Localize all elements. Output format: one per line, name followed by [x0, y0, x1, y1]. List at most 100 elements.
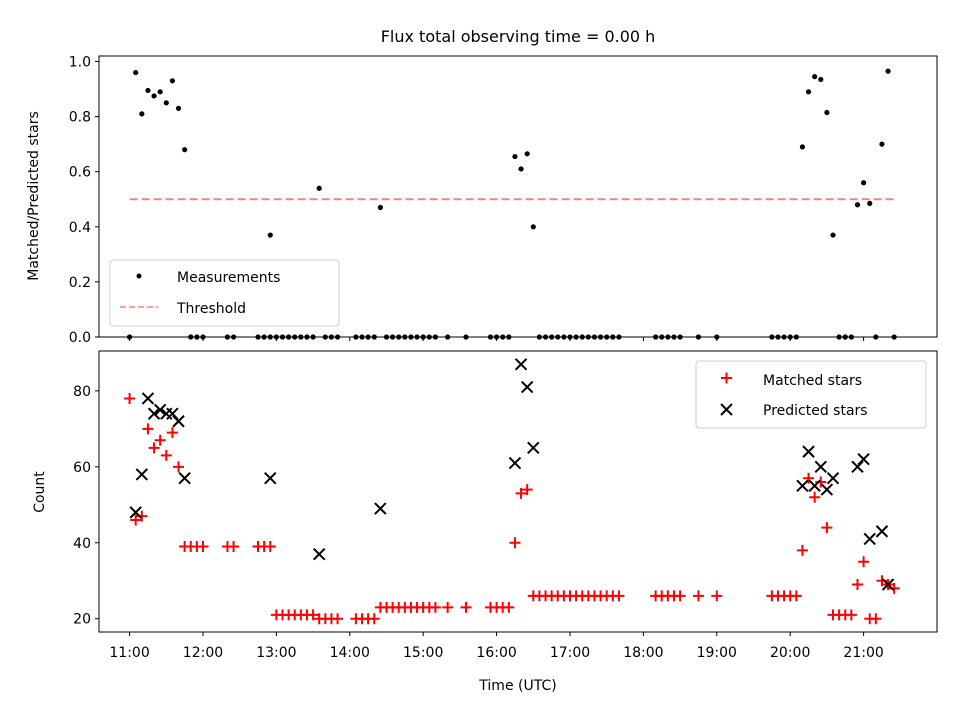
legend-predicted-label: Predicted stars — [763, 403, 868, 419]
predicted-star-point — [264, 472, 277, 485]
measurement-point — [133, 69, 139, 76]
measurement-point — [157, 89, 163, 95]
matched-star-point — [307, 609, 319, 621]
predicted-star-point — [178, 472, 191, 485]
chart-title: Flux total observing time = 0.00 h — [381, 27, 656, 46]
matched-star-point — [228, 541, 240, 553]
predicted-star-point — [147, 407, 161, 420]
predicted-star-point — [153, 403, 167, 417]
matched-star-point — [509, 537, 521, 549]
measurement-point — [518, 166, 524, 172]
measurement-point — [163, 100, 169, 106]
measurement-point — [169, 78, 176, 84]
predicted-star-point — [851, 460, 864, 474]
predicted-star-point — [826, 472, 840, 485]
measurement-point — [512, 153, 518, 160]
predicted-star-point — [808, 479, 821, 493]
bottom-y-tick-label: 80 — [73, 384, 91, 400]
x-tick-label: 14:00 — [330, 645, 370, 661]
matched-star-point — [858, 556, 870, 568]
matched-star-point — [368, 613, 380, 625]
top-panel: 0.0 0.2 0.4 0.6 0.8 1.0 Matched/Predicted sta… — [26, 55, 938, 346]
measurement-point — [182, 147, 188, 153]
measurement-point — [860, 180, 867, 186]
matched-star-point — [130, 514, 142, 526]
predicted-star-point — [863, 532, 876, 546]
top-y-tick-label: 0.8 — [69, 110, 91, 126]
matched-star-point — [503, 601, 515, 613]
measurement-point — [139, 111, 145, 117]
measurement-point — [812, 74, 818, 80]
matched-star-point — [154, 434, 166, 446]
predicted-star-point — [857, 453, 870, 466]
matched-star-point — [173, 461, 185, 473]
measurement-point — [824, 109, 830, 116]
top-legend: Measurements Threshold — [109, 259, 340, 327]
matched-star-point — [166, 427, 178, 439]
predicted-star-point — [508, 456, 522, 470]
bottom-legend: Matched stars Predicted stars — [695, 360, 927, 429]
predicted-star-point — [135, 468, 149, 481]
bottom-panel: 20 40 60 80 11:00 12:00 13:00 14:00 15:00 16:00 17… — [32, 350, 938, 694]
measurement-point — [151, 93, 157, 99]
top-y-tick-label: 0.2 — [69, 275, 91, 291]
predicted-star-point — [802, 445, 815, 458]
matched-star-point — [821, 522, 833, 534]
x-axis-label: Time (UTC) — [478, 678, 556, 694]
predicted-star-point — [820, 483, 834, 496]
x-tick-label: 15:00 — [403, 645, 443, 661]
bottom-legend-box — [695, 360, 927, 429]
matched-star-point — [803, 472, 815, 484]
measurement-point — [145, 87, 151, 94]
predicted-star-point — [881, 578, 895, 591]
matched-star-point — [521, 484, 533, 496]
legend-predicted-marker — [720, 403, 733, 416]
x-tick-label: 18:00 — [623, 645, 663, 661]
predicted-star-point — [374, 502, 387, 515]
matched-star-point — [809, 491, 821, 503]
legend-threshold-label: Threshold — [176, 301, 246, 317]
measurement-point — [530, 224, 536, 230]
matched-star-point — [851, 579, 863, 591]
matched-star-point — [613, 590, 625, 602]
predicted-star-point — [141, 392, 155, 405]
measurement-point — [830, 232, 836, 238]
measurement-point — [879, 141, 885, 147]
predicted-star-point — [172, 415, 185, 428]
matched-star-point — [442, 601, 454, 613]
predicted-star-point — [129, 506, 142, 519]
measurement-point — [854, 202, 861, 208]
matched-star-point — [148, 442, 160, 454]
matched-star-point — [332, 613, 344, 625]
matched-star-point — [197, 541, 209, 553]
matched-star-point — [815, 476, 827, 488]
measurement-point — [316, 185, 322, 191]
matched-star-point — [160, 449, 172, 461]
bottom-plot-frame — [98, 350, 938, 633]
top-plot-frame — [98, 55, 938, 338]
legend-measurements-label: Measurements — [177, 270, 280, 286]
matched-star-point — [845, 609, 857, 621]
measurement-point — [377, 204, 383, 211]
legend-matched-label: Matched stars — [763, 373, 862, 389]
top-y-axis-label: Matched/Predicted stars — [26, 111, 42, 281]
matched-star-point — [870, 613, 882, 625]
matched-star-point — [142, 423, 154, 435]
measurement-point — [818, 76, 824, 83]
measurement-point — [524, 151, 530, 157]
matched-star-point — [692, 590, 704, 602]
predicted-star-point — [312, 547, 326, 561]
predicted-star-point — [875, 525, 889, 538]
bottom-y-tick-label: 60 — [73, 460, 91, 476]
top-y-tick-label: 0.0 — [69, 330, 91, 346]
x-tick-label: 12:00 — [183, 645, 223, 661]
matched-star-point — [460, 601, 472, 613]
x-tick-label: 17:00 — [550, 645, 590, 661]
x-tick-label: 21:00 — [843, 645, 883, 661]
x-tick-label: 16:00 — [476, 645, 516, 661]
measurement-point — [175, 105, 182, 111]
predicted-star-point — [166, 407, 179, 420]
matched-star-point — [674, 590, 686, 602]
legend-measurements-marker — [136, 273, 142, 279]
